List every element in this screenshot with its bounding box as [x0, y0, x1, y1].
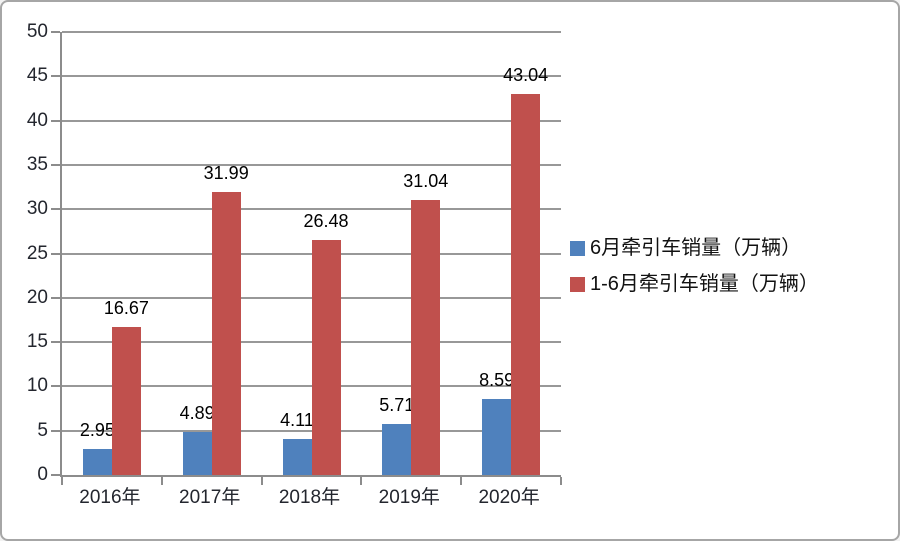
bar-value-label: 26.48 [303, 211, 349, 232]
legend-label-june: 6月牵引车销量（万辆） [590, 237, 802, 259]
legend-label-jan-june: 1-6月牵引车销量（万辆） [590, 273, 819, 295]
y-axis-tick [51, 31, 60, 33]
legend-swatch-red-icon [570, 277, 585, 292]
y-axis-tick-label: 15 [26, 331, 48, 353]
bar-value-label: 4.11 [280, 409, 314, 430]
y-axis-tick-label: 20 [26, 286, 48, 308]
x-axis-category-label: 2020年 [478, 487, 540, 508]
x-axis-category-label: 2019年 [378, 487, 440, 508]
y-axis-tick [51, 385, 60, 388]
bar-series1-2020年 [511, 93, 541, 475]
y-axis-tick [51, 341, 60, 344]
x-axis-tick [560, 477, 562, 485]
y-axis-tick-label: 10 [26, 375, 48, 397]
bar-value-label: 43.04 [503, 64, 549, 85]
y-axis-tick [51, 296, 60, 299]
x-axis-tick [160, 477, 163, 485]
bar-series1-2016年 [111, 327, 141, 475]
y-axis-tick-label: 40 [26, 109, 48, 131]
x-axis-tick [360, 477, 363, 485]
bar-series0-2016年 [82, 448, 112, 475]
plot-area: 2.95 16.67 4.89 31.99 4.11 26.48 5.71 31.04 8.59… [51, 31, 562, 485]
gridline [62, 208, 561, 211]
legend-item-june: 6月牵引车销量（万辆） [570, 235, 819, 262]
bar-series0-2017年 [182, 431, 212, 475]
y-axis-tick [51, 208, 60, 211]
y-axis-tick [51, 163, 60, 166]
legend-item-jan-june: 1-6月牵引车销量（万辆） [570, 271, 819, 298]
bar-series0-2020年 [482, 398, 512, 475]
bar-value-label: 31.99 [203, 162, 249, 183]
x-axis-tick [460, 477, 463, 485]
y-axis-tick-label: 5 [37, 419, 48, 441]
y-axis-tick-label: 25 [26, 242, 48, 264]
bar-series0-2019年 [382, 424, 412, 475]
bar-value-label: 16.67 [103, 298, 149, 319]
x-axis-tick [61, 477, 63, 485]
y-axis-tick [51, 119, 60, 122]
bar-value-label: 5.71 [379, 395, 415, 416]
x-axis-tick [260, 477, 263, 485]
gridline [62, 31, 561, 33]
y-axis-tick-label: 35 [26, 153, 48, 175]
y-axis-tick [51, 252, 60, 255]
bar-series1-2018年 [311, 240, 341, 475]
bar-series1-2019年 [411, 200, 441, 475]
y-axis-tick-label: 50 [26, 21, 48, 42]
x-axis-category-label: 2017年 [179, 487, 241, 508]
gridline [62, 75, 561, 78]
y-axis-tick-label: 30 [26, 198, 48, 220]
gridline [62, 163, 561, 166]
y-axis-tick [51, 75, 60, 78]
bar-value-label: 31.04 [403, 171, 449, 191]
bar-value-label: 2.95 [79, 419, 115, 440]
bar-value-label: 4.89 [179, 402, 215, 423]
y-axis-tick [51, 429, 60, 432]
bar-series0-2018年 [282, 438, 312, 475]
legend: 6月牵引车销量（万辆） 1-6月牵引车销量（万辆） [570, 235, 819, 298]
x-axis-category-label: 2016年 [79, 487, 141, 508]
x-axis-category-label: 2018年 [278, 487, 341, 508]
y-axis-tick-label: 0 [37, 464, 48, 485]
bar-value-label: 8.59 [479, 369, 515, 390]
gridline [62, 119, 561, 122]
y-axis-tick [51, 474, 60, 476]
y-axis-tick-label: 45 [26, 65, 48, 87]
legend-swatch-blue-icon [570, 241, 585, 256]
bar-series1-2017年 [211, 191, 241, 475]
